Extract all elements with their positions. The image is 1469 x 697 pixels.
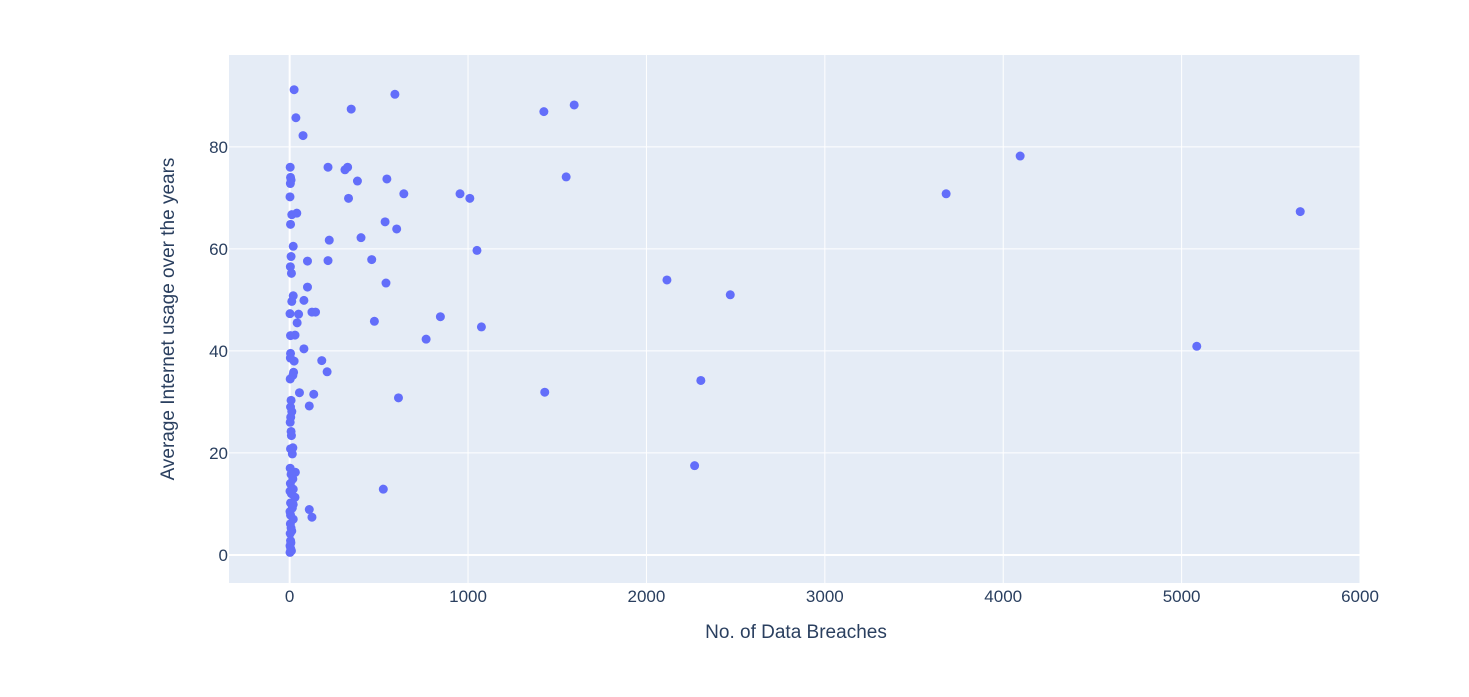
data-point[interactable] [287,449,297,459]
data-point[interactable] [421,334,431,344]
data-point[interactable] [285,162,295,172]
data-point[interactable] [298,131,308,141]
data-point[interactable] [539,107,549,117]
y-tick-labels: 0 20 40 60 80 [209,138,228,565]
x-tick-label: 0 [285,587,294,606]
x-tick-label: 3000 [806,587,844,606]
x-tick-label: 5000 [1163,587,1201,606]
data-point[interactable] [323,256,333,266]
data-point[interactable] [285,309,295,319]
data-point[interactable] [307,512,317,522]
data-point[interactable] [455,189,465,199]
data-point[interactable] [561,172,571,182]
data-point[interactable] [344,193,354,203]
data-point[interactable] [285,417,295,427]
data-point[interactable] [285,374,295,384]
x-axis-title: No. of Data Breaches [705,622,887,643]
y-tick-label: 80 [209,138,228,157]
data-point[interactable] [291,113,301,123]
data-point[interactable] [352,176,362,186]
data-point[interactable] [287,296,297,306]
data-point[interactable] [285,262,295,272]
data-point[interactable] [393,393,403,403]
data-point[interactable] [381,278,391,288]
x-tick-label: 6000 [1341,587,1379,606]
y-tick-label: 20 [209,444,228,463]
data-point[interactable] [569,100,579,110]
data-point[interactable] [285,192,295,202]
y-tick-label: 40 [209,342,228,361]
data-point[interactable] [346,104,356,114]
data-point[interactable] [289,85,299,95]
x-tick-labels: 0 1000 2000 3000 4000 5000 6000 [285,587,1379,606]
data-point[interactable] [696,375,706,385]
data-point[interactable] [399,189,409,199]
data-point[interactable] [299,295,309,305]
data-point[interactable] [294,309,304,319]
data-point[interactable] [378,484,388,494]
data-point[interactable] [540,387,550,397]
data-point[interactable] [476,322,486,332]
data-point[interactable] [662,275,672,285]
data-point[interactable] [369,316,379,326]
data-point[interactable] [299,344,309,354]
data-point[interactable] [343,162,353,172]
data-point[interactable] [1295,207,1305,217]
data-point[interactable] [356,233,366,243]
data-point[interactable] [285,353,295,363]
data-point[interactable] [317,356,327,366]
data-point[interactable] [286,268,296,278]
data-point[interactable] [309,389,319,399]
data-point[interactable] [690,461,700,471]
data-point[interactable] [290,330,300,340]
data-point[interactable] [294,388,304,398]
data-point[interactable] [472,245,482,255]
data-point[interactable] [292,208,302,218]
data-point[interactable] [435,312,445,322]
data-point[interactable] [302,256,312,266]
data-point[interactable] [285,547,295,557]
data-point[interactable] [286,395,296,405]
data-point[interactable] [382,174,392,184]
x-tick-label: 4000 [984,587,1022,606]
data-point[interactable] [286,431,296,441]
data-point[interactable] [941,189,951,199]
data-point[interactable] [302,282,312,292]
data-point[interactable] [285,179,295,189]
data-points [285,85,1305,557]
data-point[interactable] [288,241,298,251]
data-point[interactable] [286,252,296,262]
data-point[interactable] [367,255,377,265]
data-point[interactable] [311,307,321,317]
data-point[interactable] [285,529,295,539]
data-point[interactable] [286,219,296,229]
data-point[interactable] [725,290,735,300]
data-point[interactable] [465,193,475,203]
y-axis-title: Average Internet usage over the years [158,158,179,481]
data-point[interactable] [1015,151,1025,161]
data-point[interactable] [390,89,400,99]
y-tick-label: 60 [209,240,228,259]
data-point[interactable] [323,162,333,172]
data-point[interactable] [322,367,332,377]
y-tick-label: 0 [219,546,228,565]
grid-lines [229,55,1361,583]
data-point[interactable] [1192,341,1202,351]
data-point[interactable] [380,217,390,227]
data-point[interactable] [292,318,302,328]
plot-background [229,55,1360,583]
data-point[interactable] [324,235,334,245]
data-point[interactable] [304,401,314,411]
data-point[interactable] [304,505,314,515]
x-tick-label: 2000 [628,587,666,606]
data-point[interactable] [392,224,402,234]
x-tick-label: 1000 [449,587,487,606]
